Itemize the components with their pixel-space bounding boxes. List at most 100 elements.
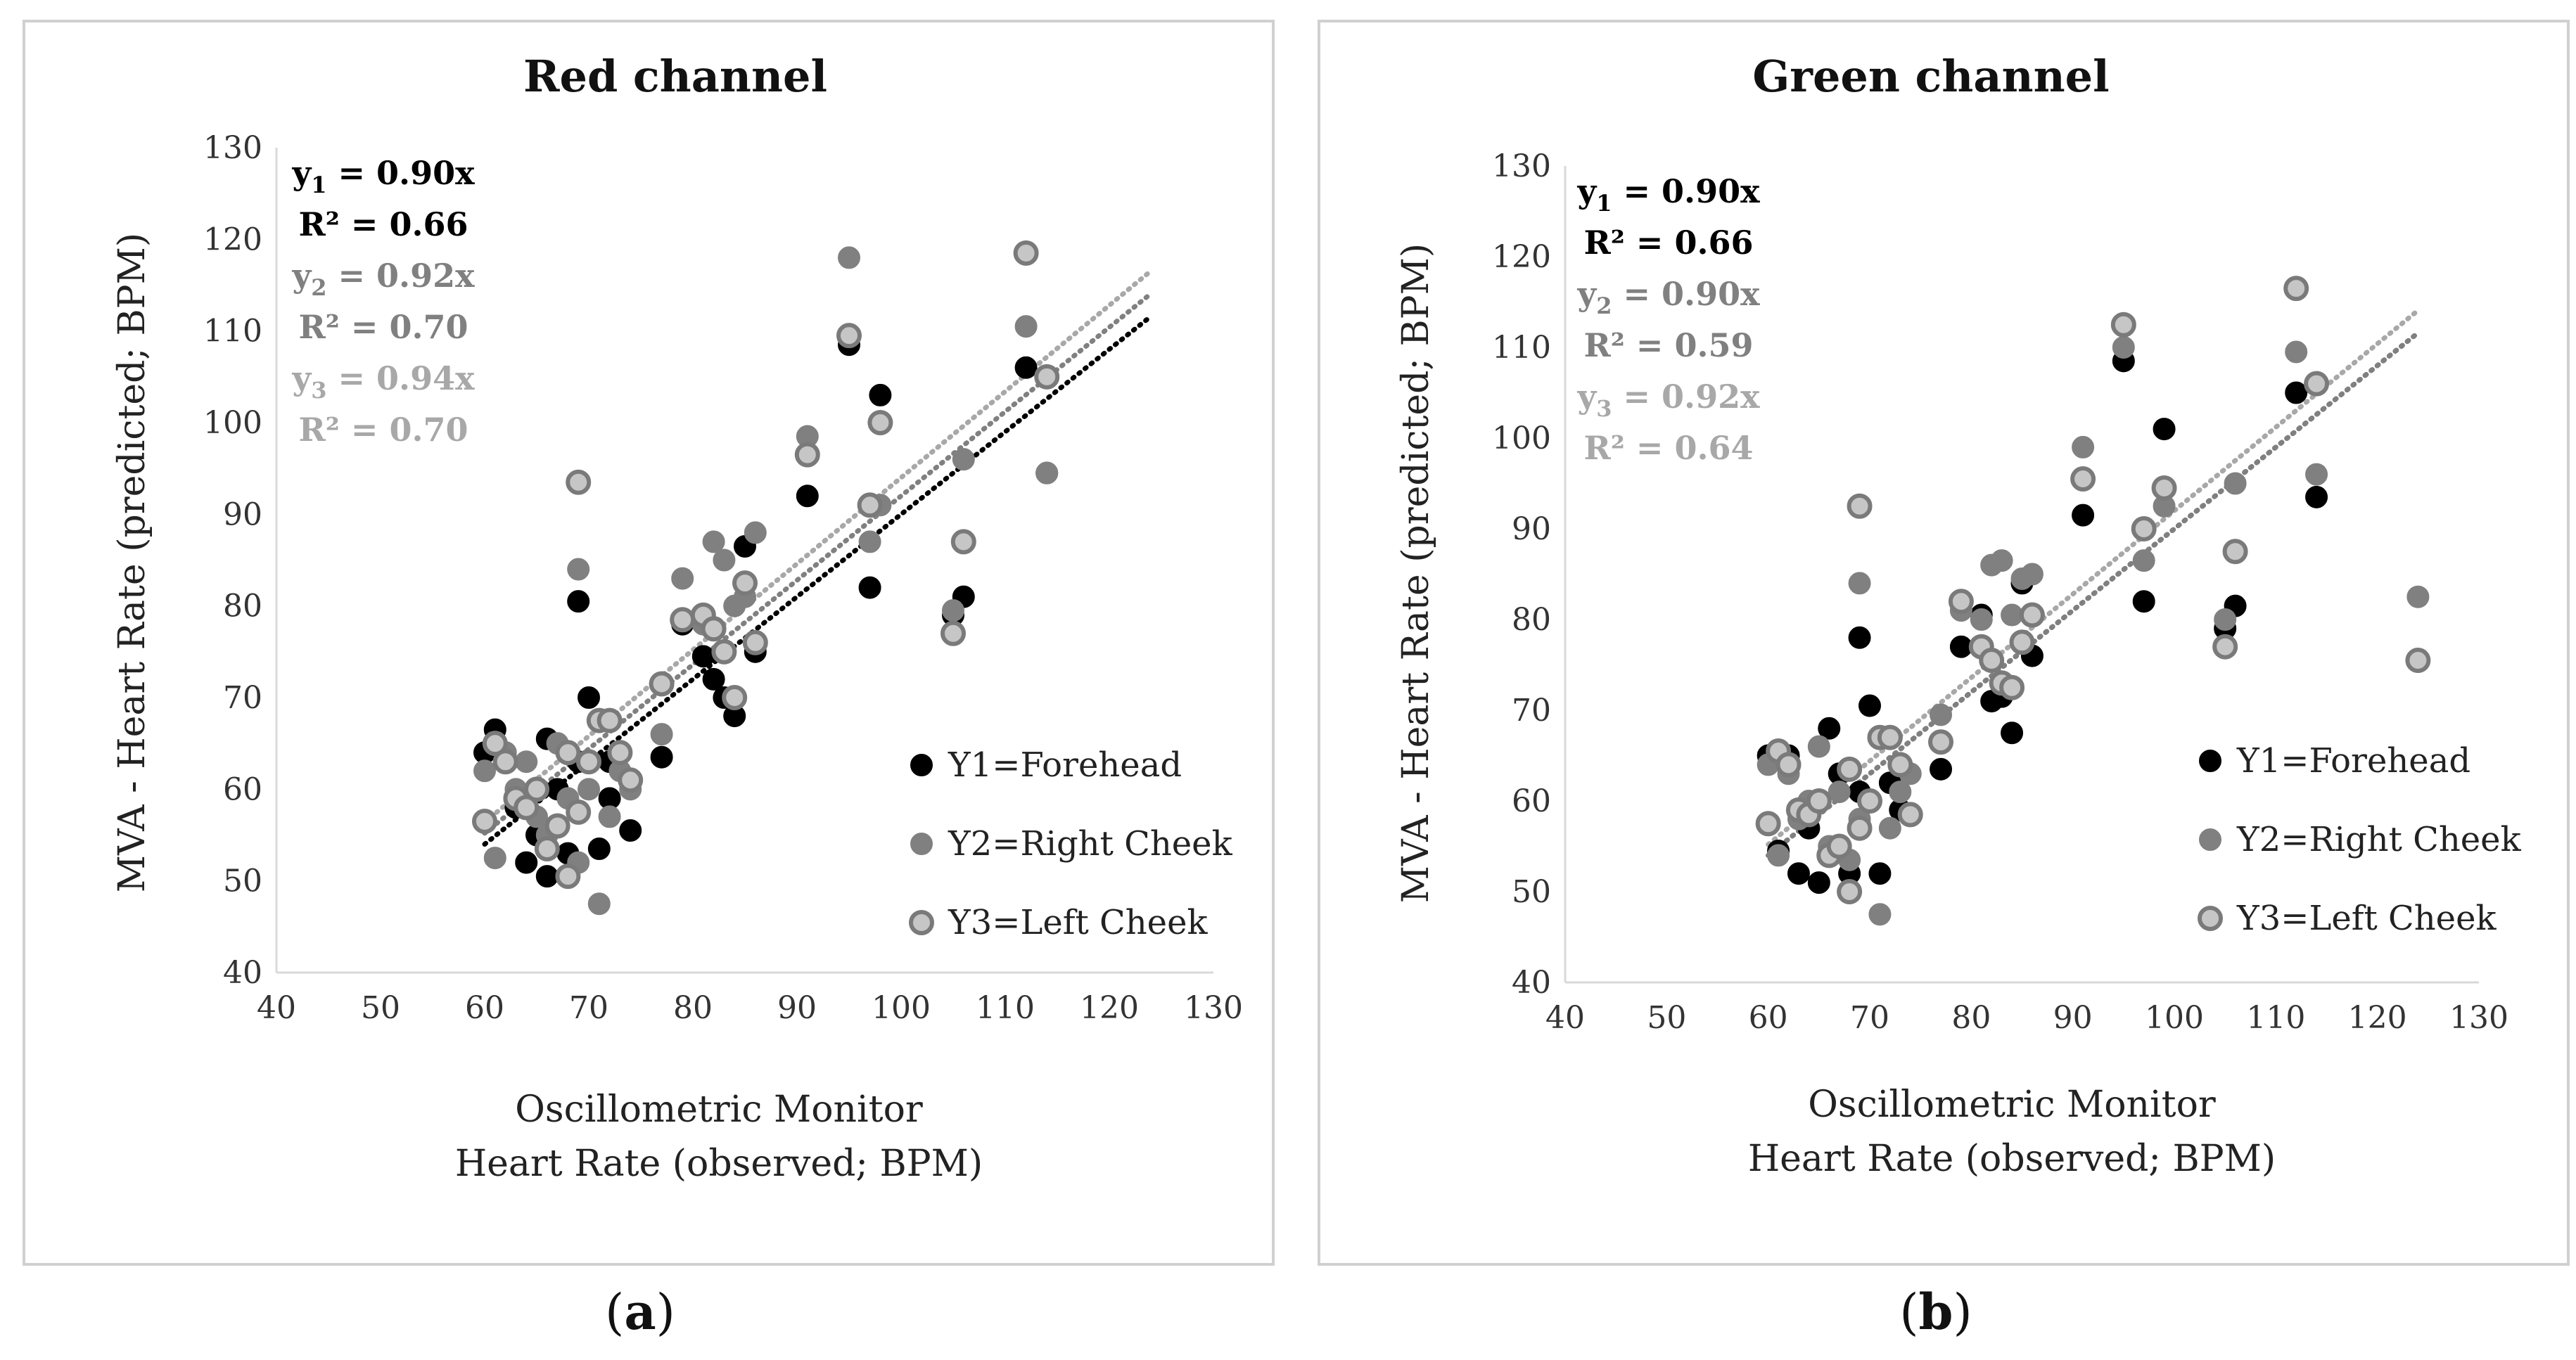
data-point-y2 [567,558,590,581]
legend-label-y2: Y2=Right Cheek [2236,820,2522,859]
data-point-y1 [2132,590,2155,613]
data-point-y3 [2070,466,2096,492]
regression-equation: y3 = 0.94x [291,359,475,404]
regression-equation: y2 = 0.90x [1576,275,1760,319]
regression-equation: R² = 0.70 [299,308,468,346]
data-point-y3 [1755,811,1781,837]
y-tick-label: 120 [203,222,262,257]
regression-equation: y3 = 0.92x [1576,378,1760,422]
chart-frame [23,20,1275,1266]
y-tick-label: 90 [223,496,262,532]
data-point-y3 [1034,364,1060,390]
data-point-y3 [670,607,696,633]
x-tick-label: 60 [1749,1000,1788,1036]
data-point-y3 [607,740,633,766]
y-tick-label: 100 [203,405,262,441]
x-tick-label: 90 [2053,1000,2093,1036]
data-point-y1 [1818,717,1841,740]
data-point-y2 [2072,435,2095,458]
trendline-y2 [1766,330,2421,858]
data-point-y3 [1999,674,2025,700]
data-point-y1 [1787,862,1810,885]
data-point-y2 [744,521,767,544]
x-tick-label: 80 [673,990,713,1026]
legend-marker-y3 [2198,906,2223,931]
regression-equation: R² = 0.66 [299,205,468,243]
data-point-y3 [472,808,497,834]
data-point-y3 [2283,276,2309,302]
data-point-y3 [701,616,727,642]
data-point-y3 [1806,788,1832,814]
data-point-y3 [1897,802,1923,828]
data-point-y3 [482,731,508,757]
x-tick-label: 90 [777,990,817,1026]
data-point-y2 [2305,463,2328,486]
x-tick-label: 40 [257,990,296,1026]
data-point-y3 [950,529,976,555]
data-point-y1 [1930,757,1953,781]
data-point-y2 [2214,608,2237,631]
data-point-y3 [514,795,540,821]
data-point-y3 [492,749,518,775]
data-point-y2 [1767,844,1790,867]
x-tick-label: 110 [976,990,1035,1026]
data-point-y3 [2019,602,2045,628]
data-point-y1 [1014,356,1038,379]
data-point-y3 [732,570,758,596]
data-point-y2 [587,892,611,916]
x-tick-label: 110 [2246,1000,2305,1036]
data-point-y3 [1775,752,1802,778]
data-point-y1 [535,865,559,888]
data-point-y2 [2112,336,2135,359]
data-point-y3 [867,410,893,435]
data-point-y3 [836,323,862,349]
x-tick-label: 120 [1080,990,1139,1026]
data-point-y1 [2072,503,2095,527]
data-point-y1 [1949,635,1972,658]
regression-equation: R² = 0.59 [1584,326,1754,364]
y-tick-label: 100 [1492,421,1551,456]
data-point-y1 [858,576,881,599]
y-tick-label: 80 [1512,602,1551,638]
data-point-y3 [566,799,592,825]
data-point-y3 [1847,815,1873,841]
x-tick-label: 50 [1647,1000,1686,1036]
data-point-y3 [2110,312,2136,338]
data-point-y2 [1990,549,2013,572]
data-point-y1 [869,383,892,406]
y-tick-label: 110 [203,314,262,349]
data-point-y3 [544,813,570,839]
y-tick-label: 120 [1492,239,1551,275]
data-point-y2 [671,567,694,590]
legend-marker-y2 [2199,828,2221,851]
data-point-y2 [2001,603,2024,627]
data-point-y2 [838,246,860,269]
data-point-y3 [534,836,560,862]
y-tick-label: 70 [223,680,262,716]
trendline-y3 [482,268,1154,825]
x-tick-label: 100 [2145,1000,2204,1036]
legend-label-y1: Y1=Forehead [948,745,1182,785]
y-axis-title: MVA - Heart Rate (predicted; BPM) [1395,243,1437,903]
data-point-y3 [1857,788,1882,814]
data-point-y3 [2131,516,2157,541]
regression-equation: y1 = 0.90x [1576,172,1760,217]
legend-label-y3: Y3=Left Cheek [948,903,1208,942]
data-point-y1 [2153,418,2176,441]
data-point-y3 [857,492,883,518]
data-point-y3 [1837,879,1863,904]
data-point-y1 [578,686,600,709]
regression-equation: y2 = 0.92x [291,257,475,301]
y-tick-label: 90 [1512,511,1551,547]
x-tick-label: 60 [465,990,504,1026]
data-point-y3 [555,740,581,766]
data-point-y1 [702,667,725,691]
data-point-y3 [742,629,768,655]
y-axis-title: MVA - Heart Rate (predicted; BPM) [111,233,153,892]
trendline-y3 [1766,307,2421,847]
panel-label-a: (a) [605,1283,675,1341]
data-point-y2 [2285,340,2308,364]
x-tick-label: 100 [872,990,931,1026]
data-point-y3 [2304,371,2330,397]
data-point-y2 [1930,703,1953,726]
